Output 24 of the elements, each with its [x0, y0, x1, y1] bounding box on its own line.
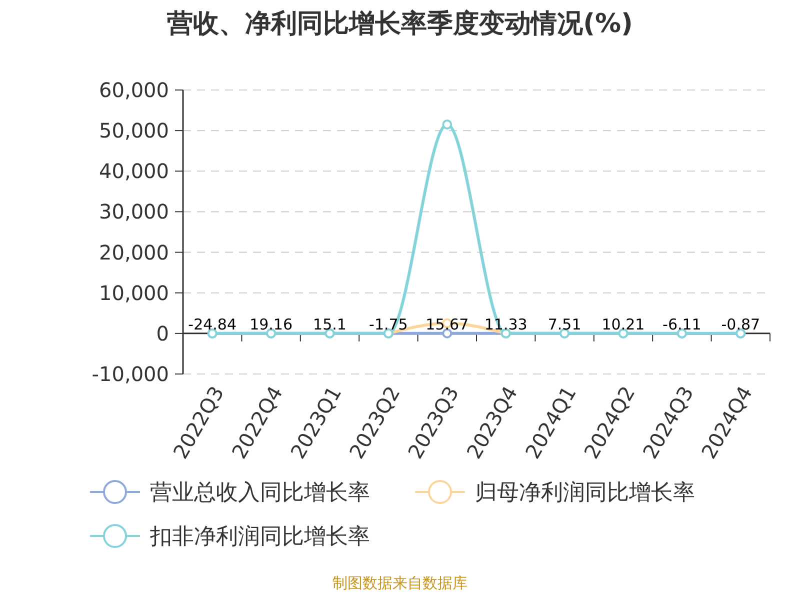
data-label: 7.51	[548, 315, 582, 334]
data-label: 15.1	[313, 315, 346, 334]
y-tick-label: 40,000	[99, 159, 169, 184]
legend-label: 营业总收入同比增长率	[150, 480, 370, 506]
text: 制图数据来自数据库	[332, 574, 468, 592]
y-tick-label: 30,000	[99, 200, 169, 224]
data-label: 19.16	[250, 315, 293, 334]
point	[442, 119, 452, 130]
data-label: 10.21	[602, 315, 645, 334]
data-label: 15.67	[426, 315, 469, 334]
y-tick-label: 20,000	[99, 240, 169, 264]
y-tick-label: -10,000	[92, 362, 169, 386]
data-label: -24.84	[188, 316, 237, 334]
y-tick-label: 50,000	[99, 118, 169, 143]
y-tick-label: 60,000	[99, 78, 169, 102]
y-tick-label: 10,000	[99, 280, 169, 305]
data-label: -0.87	[721, 315, 760, 334]
chart-title: 营收、净利同比增长率季度变动情况(%)	[166, 9, 633, 39]
y-tick-label: 0	[156, 321, 169, 346]
data-label: -1.75	[369, 315, 408, 334]
data-label: 11.33	[484, 315, 528, 334]
legend-label: 归母净利润同比增长率	[475, 480, 695, 506]
legend-label: 扣非净利润同比增长率	[149, 524, 370, 550]
data-label: -6.11	[662, 315, 702, 334]
